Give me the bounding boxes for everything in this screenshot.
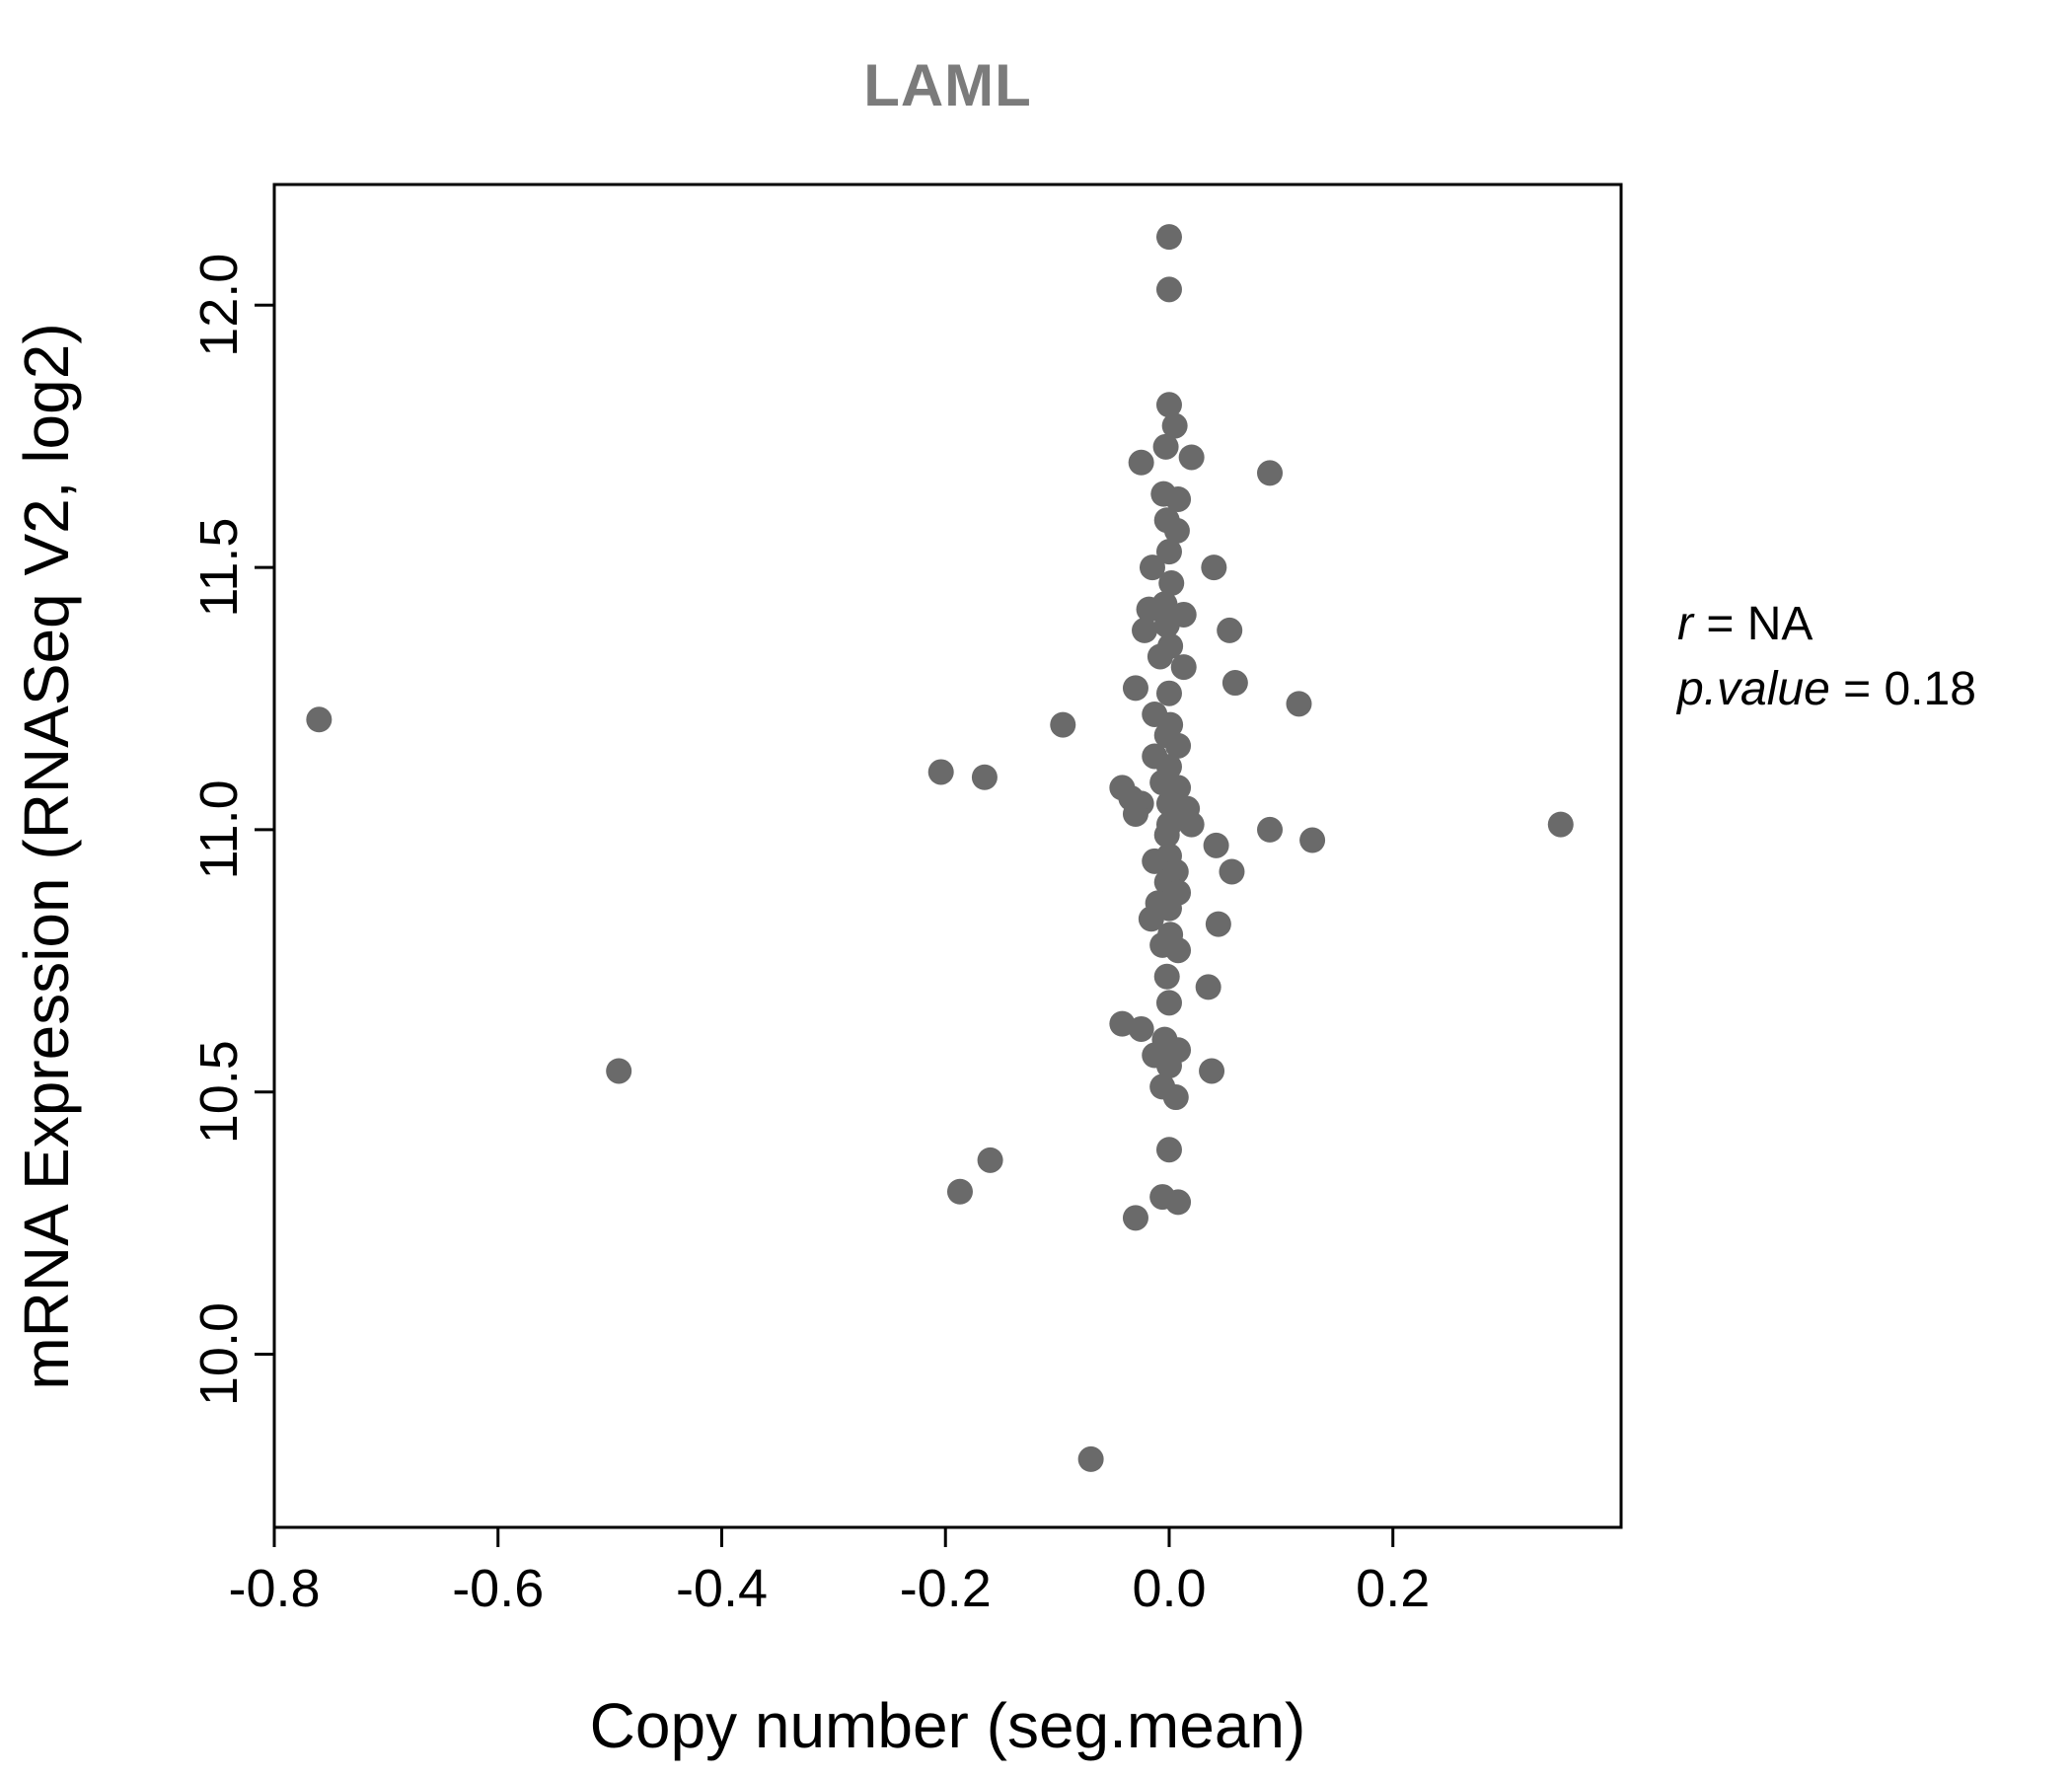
data-point [1195,974,1221,1000]
data-point [1132,617,1158,643]
data-point [1165,732,1192,759]
data-point [1152,433,1179,460]
y-tick-label: 11.5 [189,518,249,618]
data-point [1122,1205,1148,1231]
data-point [1128,1015,1154,1042]
data-point [1155,224,1182,251]
data-point [1165,1189,1192,1216]
data-point [1155,392,1182,418]
data-point [1142,848,1168,874]
data-point [1162,1084,1189,1111]
data-point [1217,617,1243,643]
data-point [1139,555,1165,581]
data-point [1147,643,1173,670]
data-point [1161,412,1188,439]
data-point [1155,1053,1182,1079]
data-point [1138,906,1164,932]
data-point [1155,990,1182,1016]
r-value-line: r = NA [1677,598,1813,650]
y-tick-label: 11.0 [189,779,249,879]
data-point [306,706,333,733]
data-point [1286,691,1312,717]
data-point [1199,1058,1225,1084]
data-point [1257,816,1284,843]
x-tick-label: -0.2 [900,1559,992,1618]
data-point [971,764,998,790]
data-point [1050,711,1076,738]
data-point [1257,460,1284,486]
data-point [1153,822,1180,849]
x-tick-label: -0.4 [676,1559,768,1618]
data-point [1178,811,1205,838]
y-tick-label: 10.0 [189,1302,249,1406]
data-point [1077,1445,1104,1472]
data-point [1219,858,1245,885]
data-point [1165,937,1192,964]
data-point [1201,555,1227,581]
data-point [1155,680,1182,706]
data-point [1547,811,1574,838]
data-point [1153,612,1180,638]
plot-box [272,183,1623,1529]
data-point [1122,675,1148,702]
data-point [1178,444,1205,471]
x-tick-label: 0.2 [1356,1559,1430,1618]
data-point [1170,654,1197,681]
data-point [1299,827,1326,853]
data-point [1155,1137,1182,1163]
data-point [1205,911,1231,937]
p-value-line: p.value = 0.18 [1677,663,1976,715]
stats-annotation: r = NA p.value = 0.18 [1677,592,1976,722]
data-point [1122,800,1148,827]
data-point [1221,670,1248,697]
x-tick-label: -0.8 [228,1559,320,1618]
data-point [1155,539,1182,565]
data-point [1163,517,1190,544]
y-tick-label: 10.5 [189,1040,249,1144]
data-point [1155,276,1182,303]
data-point [977,1147,1003,1173]
x-tick-label: 0.0 [1132,1559,1206,1618]
data-point [606,1058,632,1084]
x-tick-label: -0.6 [452,1559,544,1618]
data-point [1165,485,1192,512]
data-point [1203,832,1229,858]
x-axis-label: Copy number (seg.mean) [589,1690,1306,1761]
data-point [1128,449,1154,476]
data-point [946,1178,973,1205]
data-point [1153,963,1180,990]
data-point [927,759,954,785]
page-title: LAML [863,52,1032,118]
y-tick-label: 12.0 [189,254,249,357]
data-point [1136,596,1162,623]
data-point [1158,570,1185,597]
